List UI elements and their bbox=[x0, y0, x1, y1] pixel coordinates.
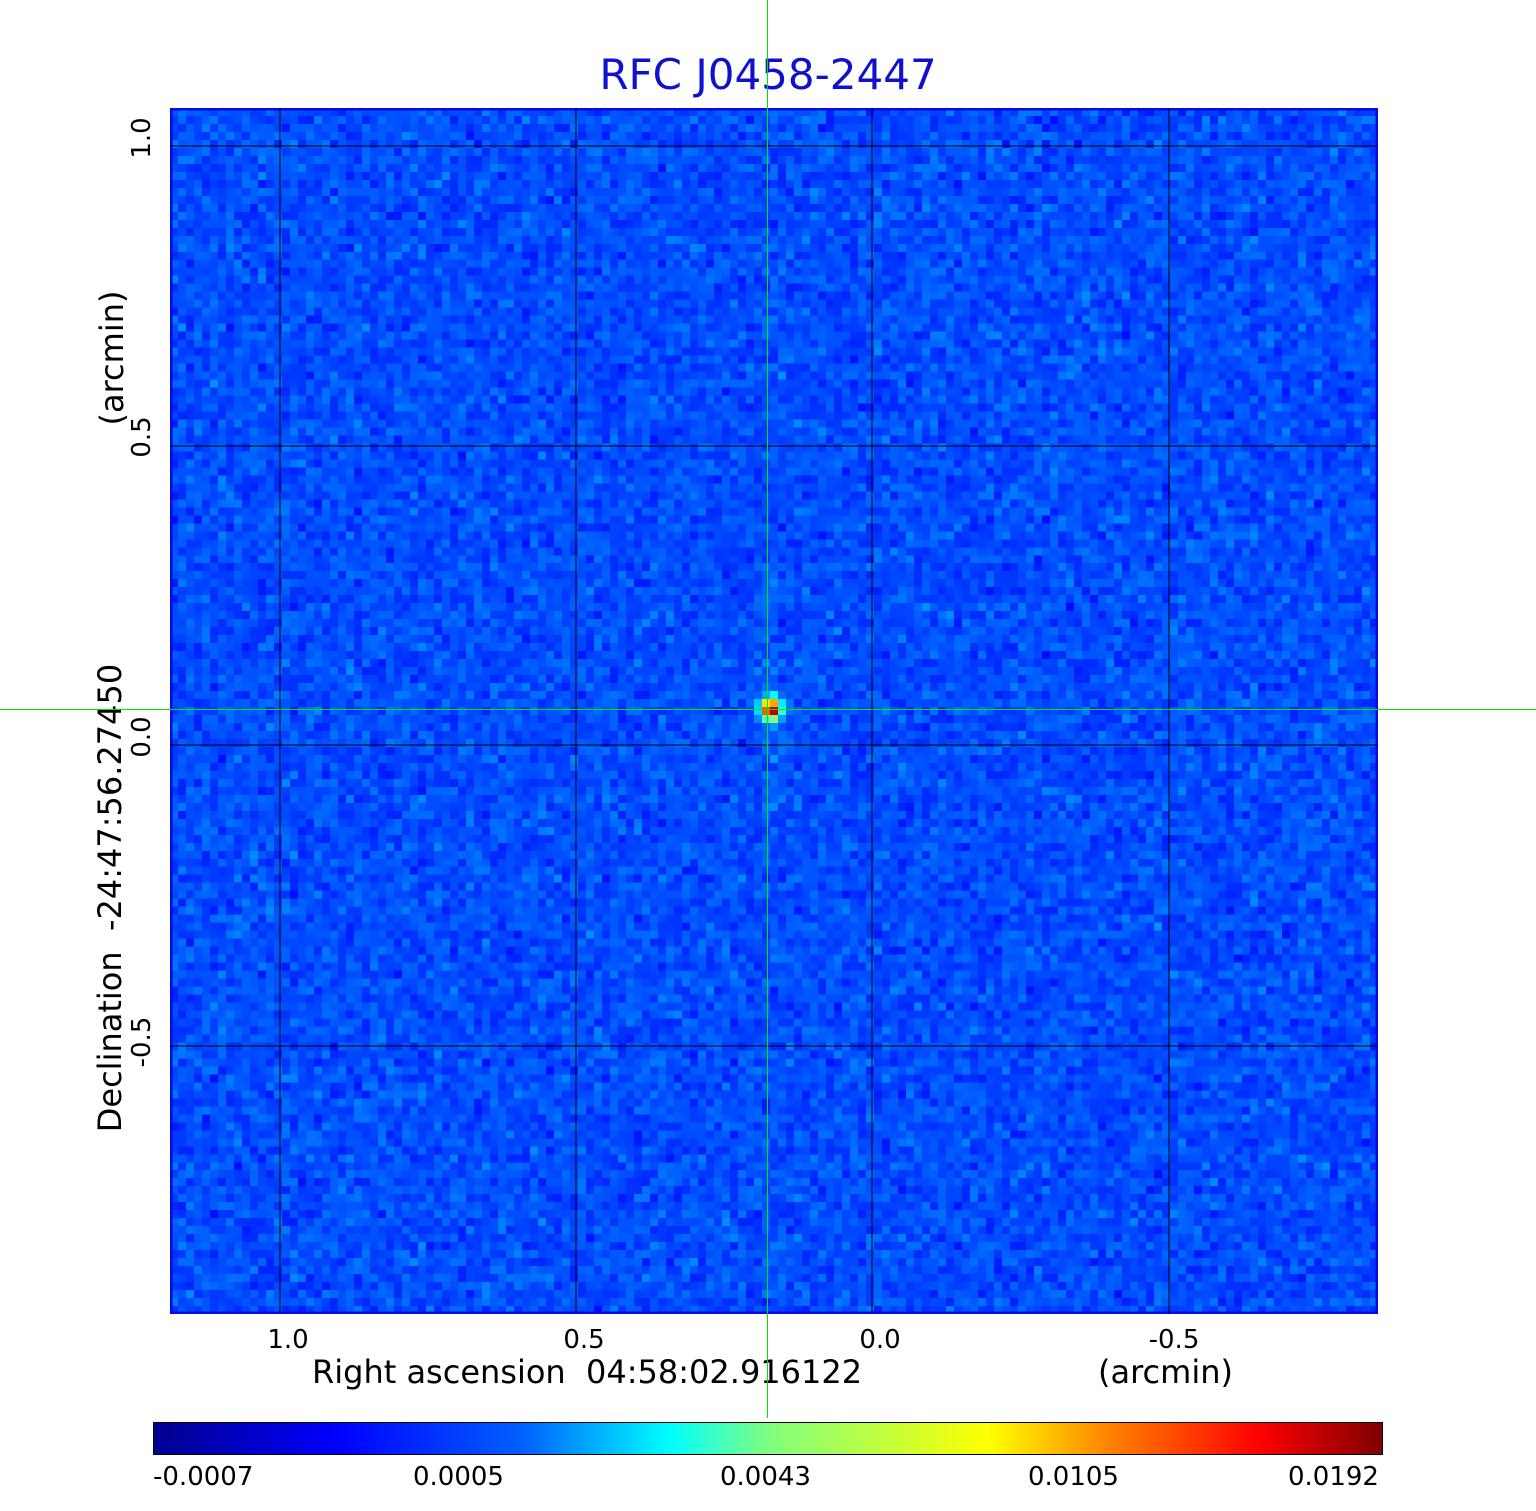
y-axis-label: Declination -24:47:56.27450 bbox=[91, 663, 129, 1133]
x-tick-label: 0.5 bbox=[563, 1325, 605, 1355]
y-tick-label: 0.5 bbox=[127, 416, 157, 458]
colorbar-tick-label: -0.0007 bbox=[153, 1462, 254, 1492]
coordinate-grid bbox=[170, 108, 1378, 1314]
x-axis-unit: (arcmin) bbox=[1098, 1353, 1233, 1391]
crosshair-horizontal bbox=[0, 709, 1536, 710]
colorbar-tick-label: 0.0005 bbox=[413, 1462, 504, 1492]
radio-map[interactable] bbox=[170, 108, 1378, 1314]
x-tick-label: -0.5 bbox=[1148, 1325, 1200, 1355]
colorbar-tick-label: 0.0043 bbox=[720, 1462, 811, 1492]
x-tick-label: 1.0 bbox=[267, 1325, 309, 1355]
intensity-image bbox=[170, 108, 1378, 1314]
colorbar bbox=[153, 1422, 1383, 1455]
y-tick-label: 1.0 bbox=[127, 117, 157, 159]
x-tick-label: 0.0 bbox=[859, 1325, 901, 1355]
y-tick-label: 0.0 bbox=[127, 716, 157, 758]
colorbar-tick-label: 0.0192 bbox=[1288, 1462, 1379, 1492]
x-axis-label: Right ascension 04:58:02.916122 bbox=[312, 1353, 863, 1391]
colorbar-tick-label: 0.0105 bbox=[1028, 1462, 1119, 1492]
y-tick-label: -0.5 bbox=[127, 1016, 157, 1068]
map-frame bbox=[170, 108, 1378, 1314]
y-axis-unit: (arcmin) bbox=[93, 290, 131, 426]
plot-title: RFC J0458-2447 bbox=[599, 50, 937, 99]
